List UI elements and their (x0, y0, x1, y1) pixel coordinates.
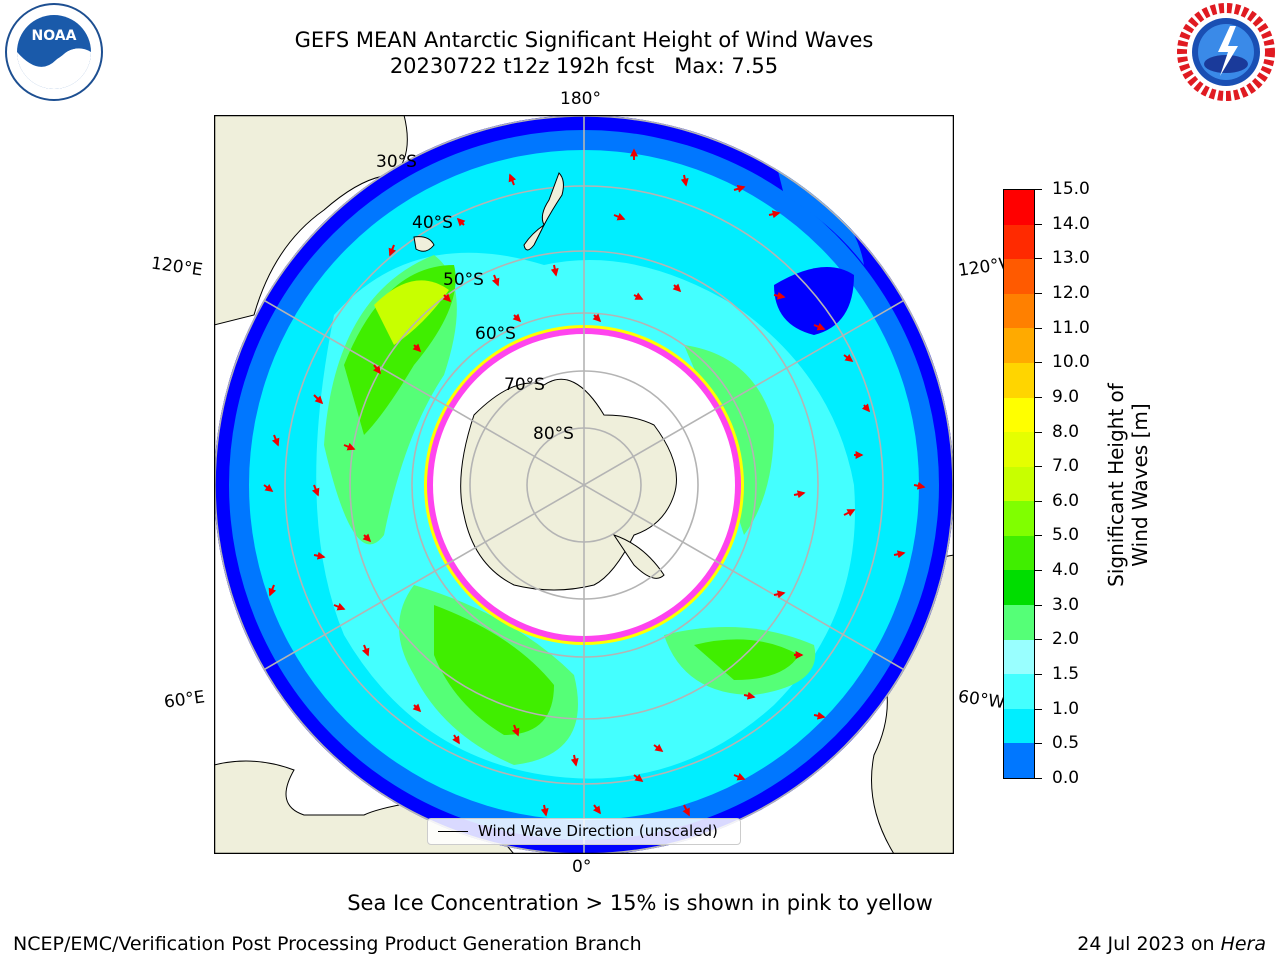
colorbar-tick-mark (1035, 639, 1042, 641)
colorbar-tick-mark (1035, 362, 1042, 364)
colorbar-tick-label: 1.0 (1052, 698, 1080, 719)
colorbar-segment (1004, 501, 1034, 537)
colorbar-segment (1004, 708, 1034, 744)
legend-label: Wind Wave Direction (unscaled) (478, 822, 718, 840)
colorbar-tick-label: 14.0 (1052, 213, 1090, 234)
lon-label-60e: 60°E (162, 687, 207, 713)
colorbar-tick-mark (1035, 327, 1042, 329)
colorbar-tick-mark (1035, 570, 1042, 572)
lat-label-30s: 30°S (376, 152, 417, 172)
map-legend: Wind Wave Direction (unscaled) (427, 818, 741, 845)
colorbar-segment (1004, 328, 1034, 364)
footer-date-text: 24 Jul 2023 on (1077, 933, 1221, 955)
colorbar-tick-mark (1035, 708, 1042, 710)
colorbar-tick-mark (1035, 535, 1042, 537)
colorbar-segment (1004, 743, 1034, 779)
lon-label-60w: 60°W (956, 686, 1007, 714)
colorbar-tick-mark (1035, 466, 1042, 468)
chart-subtitle: 20230722 t12z 192h fcst Max: 7.55 (389, 54, 779, 78)
colorbar-segment (1004, 362, 1034, 399)
footer-date: 24 Jul 2023 on Hera (1077, 933, 1266, 955)
colorbar-tick-mark (1035, 778, 1042, 779)
colorbar-tick-label: 15.0 (1052, 179, 1090, 199)
colorbar-tick-label: 4.0 (1052, 560, 1080, 581)
lon-label-0: 0° (572, 857, 592, 877)
colorbar-tick-label: 8.0 (1052, 421, 1080, 442)
lat-label-60s: 60°S (475, 324, 516, 344)
colorbar-tick-mark (1035, 431, 1042, 433)
legend-line-icon (438, 831, 468, 832)
colorbar-tick-label: 0.0 (1052, 768, 1080, 788)
colorbar-tick-label: 12.0 (1052, 282, 1090, 303)
footer-credit: NCEP/EMC/Verification Post Processing Pr… (13, 933, 642, 955)
lat-label-70s: 70°S (504, 375, 545, 395)
lat-label-40s: 40°S (412, 213, 453, 233)
colorbar-tick-mark (1035, 223, 1042, 225)
colorbar-segment (1004, 224, 1034, 260)
noaa-logo-label: NOAA (32, 28, 77, 44)
lon-label-120e: 120°E (149, 253, 204, 281)
colorbar-title: Significant Height of Wind Waves [m] (1104, 383, 1152, 587)
chart-title: GEFS MEAN Antarctic Significant Height o… (294, 28, 874, 52)
lat-label-50s: 50°S (443, 270, 484, 290)
colorbar-segment (1004, 432, 1034, 468)
colorbar-tick-label: 3.0 (1052, 594, 1080, 615)
colorbar-tick-label: 5.0 (1052, 525, 1080, 546)
colorbar-segment (1004, 570, 1034, 606)
colorbar-tick-mark (1035, 396, 1042, 398)
colorbar-tick-label: 13.0 (1052, 248, 1090, 269)
colorbar-tick-mark (1035, 500, 1042, 502)
colorbar-segment (1004, 259, 1034, 295)
colorbar-segment (1004, 397, 1034, 433)
colorbar-tick-label: 10.0 (1052, 352, 1090, 373)
colorbar-tick-label: 9.0 (1052, 386, 1080, 407)
colorbar-tick-label: 2.0 (1052, 629, 1080, 650)
wind-wave-arrows (263, 148, 926, 817)
sea-ice-note: Sea Ice Concentration > 15% is shown in … (347, 891, 933, 915)
polar-map (214, 115, 954, 854)
colorbar-tick-mark (1035, 292, 1042, 294)
colorbar-tick-mark (1035, 604, 1042, 606)
footer-machine: Hera (1220, 933, 1266, 955)
colorbar-tick-mark (1035, 674, 1042, 676)
colorbar-tick-mark (1035, 189, 1042, 190)
colorbar (1003, 189, 1035, 779)
colorbar-tick-label: 11.0 (1052, 317, 1090, 338)
colorbar-tick-label: 1.5 (1052, 664, 1080, 685)
noaa-logo: NOAA (5, 3, 103, 101)
colorbar-segment (1004, 674, 1034, 710)
colorbar-segment (1004, 466, 1034, 502)
colorbar-segment (1004, 293, 1034, 329)
colorbar-segment (1004, 605, 1034, 641)
lat-label-80s: 80°S (533, 424, 574, 444)
colorbar-segment (1004, 535, 1034, 571)
colorbar-segment (1004, 639, 1034, 675)
colorbar-tick-mark (1035, 743, 1042, 745)
colorbar-segment (1004, 190, 1034, 226)
colorbar-tick-mark (1035, 258, 1042, 260)
nws-logo (1177, 3, 1275, 101)
colorbar-tick-label: 7.0 (1052, 456, 1080, 477)
colorbar-tick-label: 0.5 (1052, 733, 1080, 754)
colorbar-tick-label: 6.0 (1052, 490, 1080, 511)
lon-label-180: 180° (560, 89, 601, 109)
